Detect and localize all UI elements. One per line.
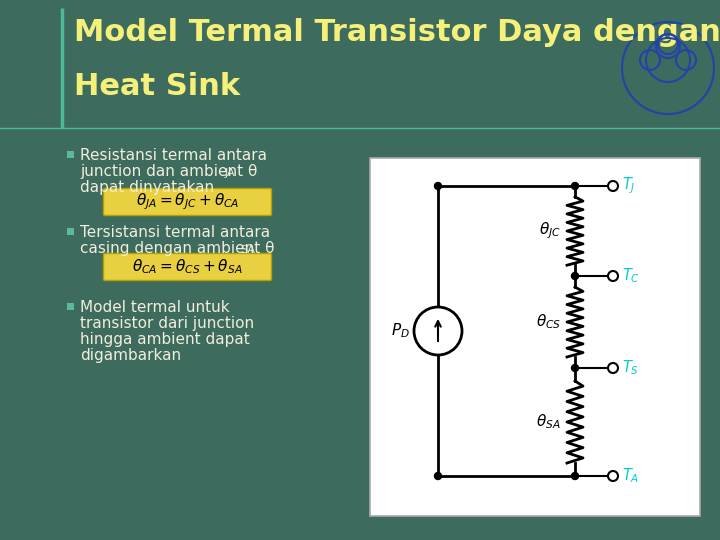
Bar	[370, 158, 700, 516]
Text: transistor dari junction: transistor dari junction	[80, 316, 254, 331]
Circle shape	[434, 183, 441, 190]
Text: $T_C$: $T_C$	[622, 267, 640, 285]
Text: $\theta_{SA}$: $\theta_{SA}$	[536, 413, 561, 431]
Circle shape	[608, 271, 618, 281]
Circle shape	[622, 22, 714, 114]
Text: Model termal untuk: Model termal untuk	[80, 300, 230, 315]
FancyBboxPatch shape	[104, 188, 271, 215]
Text: $T_J$: $T_J$	[622, 176, 636, 197]
Circle shape	[572, 472, 578, 480]
Text: hingga ambient dapat: hingga ambient dapat	[80, 332, 250, 347]
Circle shape	[572, 273, 578, 280]
Text: $\theta_{JC}$: $\theta_{JC}$	[539, 221, 561, 241]
Text: dapat dinyatakan: dapat dinyatakan	[80, 180, 214, 195]
Text: Heat Sink: Heat Sink	[74, 72, 240, 101]
Circle shape	[608, 363, 618, 373]
Circle shape	[414, 307, 462, 355]
Text: $\theta_{JA} = \theta_{JC} + \theta_{CA}$: $\theta_{JA} = \theta_{JC} + \theta_{CA}…	[136, 192, 239, 212]
Bar	[66, 302, 73, 309]
Text: JA: JA	[225, 168, 235, 178]
Text: Resistansi termal antara: Resistansi termal antara	[80, 148, 267, 163]
Text: casing dengan ambient θ: casing dengan ambient θ	[80, 241, 274, 256]
Text: Model Termal Transistor Daya dengan: Model Termal Transistor Daya dengan	[74, 18, 720, 47]
Text: $\theta_{CA} = \theta_{CS} + \theta_{SA}$: $\theta_{CA} = \theta_{CS} + \theta_{SA}…	[132, 258, 243, 276]
Circle shape	[608, 181, 618, 191]
Circle shape	[572, 183, 578, 190]
Text: $T_A$: $T_A$	[622, 467, 639, 485]
Circle shape	[434, 472, 441, 480]
Text: $T_S$: $T_S$	[622, 359, 639, 377]
Circle shape	[608, 471, 618, 481]
Circle shape	[572, 364, 578, 372]
Text: Tersistansi termal antara: Tersistansi termal antara	[80, 225, 270, 240]
Bar	[66, 151, 73, 158]
Bar	[66, 227, 73, 234]
Text: $P_D$: $P_D$	[391, 322, 410, 340]
Text: SA: SA	[240, 245, 255, 255]
Text: digambarkan: digambarkan	[80, 348, 181, 363]
FancyBboxPatch shape	[104, 253, 271, 280]
Text: $\theta_{CS}$: $\theta_{CS}$	[536, 313, 561, 332]
Text: junction dan ambient θ: junction dan ambient θ	[80, 164, 257, 179]
